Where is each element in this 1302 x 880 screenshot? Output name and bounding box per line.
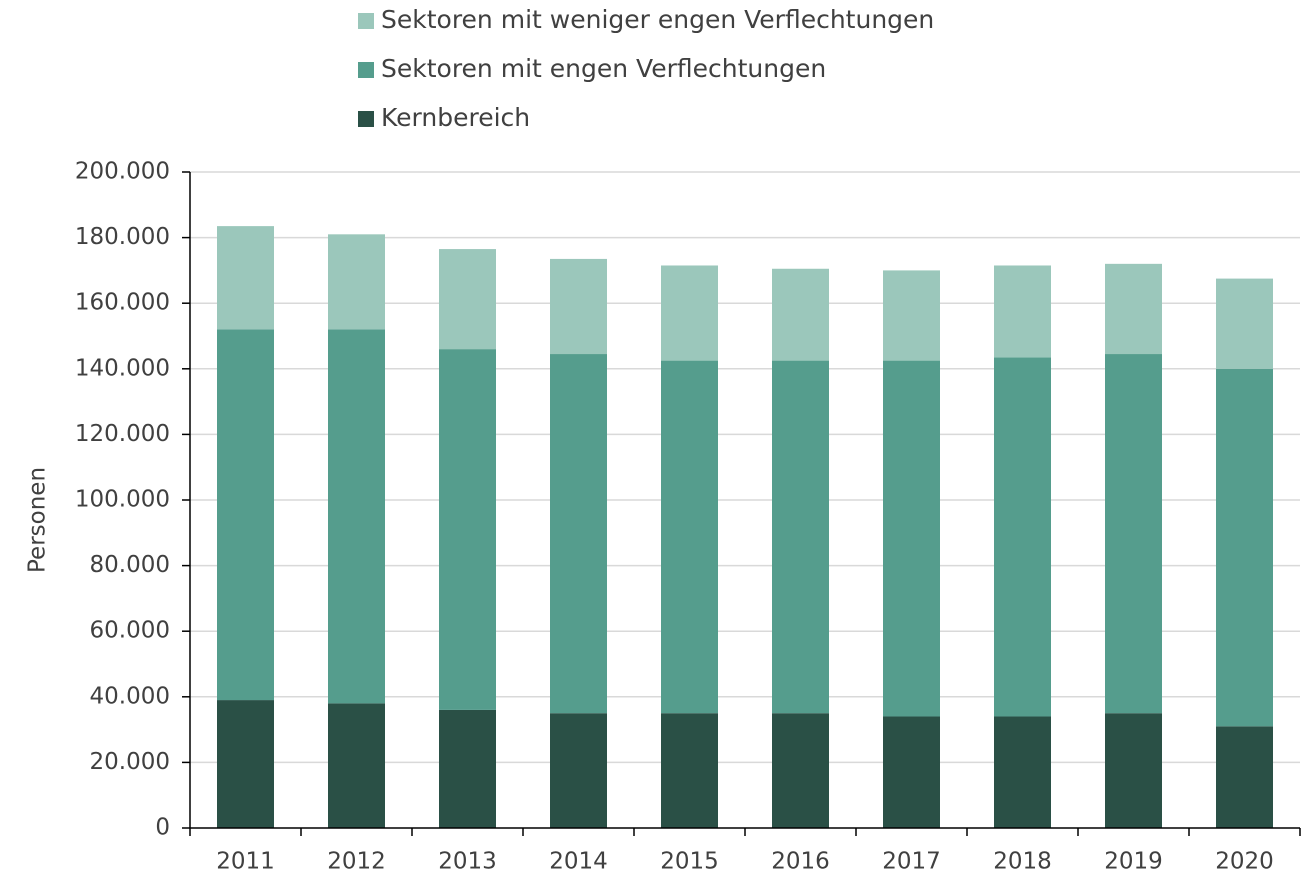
bar-segment <box>328 234 385 330</box>
x-tick-label: 2019 <box>1104 849 1163 875</box>
bar-segment <box>439 349 496 710</box>
x-tick-label: 2014 <box>549 849 608 875</box>
bar-segment <box>550 354 607 714</box>
bar-segment <box>883 360 940 717</box>
bar-segment <box>328 703 385 828</box>
bar-segment <box>217 329 274 701</box>
bar-segment <box>550 258 607 355</box>
bar-segment <box>1216 726 1273 828</box>
bar-segment <box>661 713 718 828</box>
bar-segment <box>772 268 829 361</box>
x-tick-label: 2020 <box>1215 849 1274 875</box>
x-tick-label: 2018 <box>993 849 1052 875</box>
y-tick-label: 160.000 <box>75 290 170 316</box>
bar-segment <box>439 709 496 828</box>
legend-swatch <box>358 111 374 127</box>
x-tick-label: 2015 <box>660 849 719 875</box>
y-tick-label: 40.000 <box>90 683 170 709</box>
x-tick-label: 2013 <box>438 849 497 875</box>
legend-label: Kernbereich <box>381 103 530 132</box>
legend-swatch <box>358 13 374 29</box>
bar-segment <box>661 360 718 714</box>
y-tick-label: 180.000 <box>75 224 170 250</box>
x-tick-label: 2017 <box>882 849 941 875</box>
y-tick-label: 60.000 <box>90 618 170 644</box>
legend-label: Sektoren mit weniger engen Verflechtunge… <box>381 5 934 34</box>
bar-segment <box>217 226 274 330</box>
y-tick-label: 100.000 <box>75 487 170 513</box>
bar-segment <box>1105 713 1162 828</box>
x-tick-label: 2012 <box>327 849 386 875</box>
bar-segment <box>661 265 718 361</box>
bar-segment <box>1105 263 1162 355</box>
bar-segment <box>883 270 940 361</box>
bar-segment <box>994 265 1051 358</box>
legend-swatch <box>358 62 374 78</box>
y-tick-label: 200.000 <box>75 159 170 185</box>
x-tick-label: 2016 <box>771 849 830 875</box>
bar-segment <box>217 700 274 828</box>
bar-segment <box>1105 354 1162 714</box>
y-axis-label: Personen <box>25 467 51 573</box>
bar-segment <box>883 716 940 828</box>
bar-segment <box>994 357 1051 717</box>
bar-segment <box>994 716 1051 828</box>
legend-label: Sektoren mit engen Verflechtungen <box>381 54 826 83</box>
bar-segment <box>439 249 496 350</box>
y-tick-label: 0 <box>155 815 170 841</box>
bar-segment <box>772 713 829 828</box>
y-tick-label: 80.000 <box>90 552 170 578</box>
x-tick-label: 2011 <box>216 849 275 875</box>
bar-segment <box>772 360 829 714</box>
y-tick-label: 140.000 <box>75 355 170 381</box>
bar-segment <box>550 713 607 828</box>
y-tick-label: 120.000 <box>75 421 170 447</box>
bar-segment <box>1216 368 1273 727</box>
bar-segment <box>1216 278 1273 369</box>
bar-segment <box>328 329 385 704</box>
y-tick-label: 20.000 <box>90 749 170 775</box>
